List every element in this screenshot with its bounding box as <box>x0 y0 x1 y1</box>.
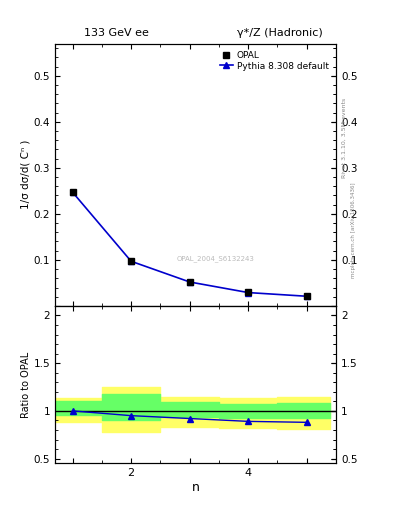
Text: mcplots.cern.ch [arXiv:1306.3436]: mcplots.cern.ch [arXiv:1306.3436] <box>351 183 356 278</box>
Text: γ*/Z (Hadronic): γ*/Z (Hadronic) <box>237 28 323 38</box>
Text: OPAL_2004_S6132243: OPAL_2004_S6132243 <box>176 255 254 262</box>
Y-axis label: 1/σ dσ/d( Cⁿ ): 1/σ dσ/d( Cⁿ ) <box>21 140 31 209</box>
Legend: OPAL, Pythia 8.308 default: OPAL, Pythia 8.308 default <box>217 48 332 73</box>
Text: Rivet 3.1.10, 3.5M events: Rivet 3.1.10, 3.5M events <box>342 98 347 178</box>
X-axis label: n: n <box>191 481 200 494</box>
Y-axis label: Ratio to OPAL: Ratio to OPAL <box>21 352 31 418</box>
Text: 133 GeV ee: 133 GeV ee <box>84 28 149 38</box>
